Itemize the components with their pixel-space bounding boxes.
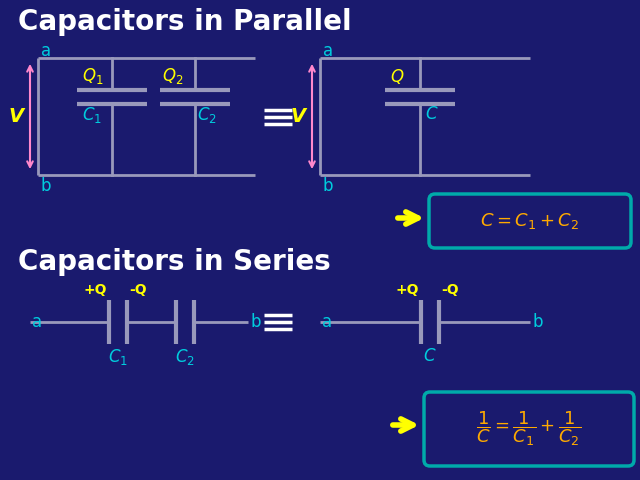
Text: a: a [322, 313, 332, 331]
Text: -Q: -Q [441, 283, 459, 297]
Text: +Q: +Q [396, 283, 419, 297]
Text: V: V [291, 107, 305, 126]
Text: b: b [533, 313, 543, 331]
FancyBboxPatch shape [429, 194, 631, 248]
Text: $C$: $C$ [423, 347, 436, 365]
Text: $Q_1$: $Q_1$ [82, 66, 104, 86]
Text: b: b [323, 177, 333, 195]
Text: Capacitors in Series: Capacitors in Series [18, 248, 331, 276]
Text: $Q$: $Q$ [390, 67, 404, 86]
Text: $C_2$: $C_2$ [197, 105, 217, 125]
Text: $C_1$: $C_1$ [82, 105, 102, 125]
Text: -Q: -Q [129, 283, 147, 297]
Text: $\dfrac{1}{C} = \dfrac{1}{C_1} + \dfrac{1}{C_2}$: $\dfrac{1}{C} = \dfrac{1}{C_1} + \dfrac{… [476, 409, 582, 448]
Text: b: b [251, 313, 262, 331]
Text: b: b [41, 177, 51, 195]
Text: +Q: +Q [83, 283, 107, 297]
Text: a: a [41, 42, 51, 60]
FancyBboxPatch shape [424, 392, 634, 466]
Text: $C_2$: $C_2$ [175, 347, 195, 367]
Text: $Q_2$: $Q_2$ [162, 66, 183, 86]
Text: $C = C_1 + C_2$: $C = C_1 + C_2$ [481, 211, 580, 231]
Text: a: a [32, 313, 42, 331]
Text: Capacitors in Parallel: Capacitors in Parallel [18, 8, 351, 36]
Text: $C$: $C$ [425, 105, 438, 123]
Text: a: a [323, 42, 333, 60]
Text: V: V [8, 107, 24, 126]
Text: $C_1$: $C_1$ [108, 347, 128, 367]
